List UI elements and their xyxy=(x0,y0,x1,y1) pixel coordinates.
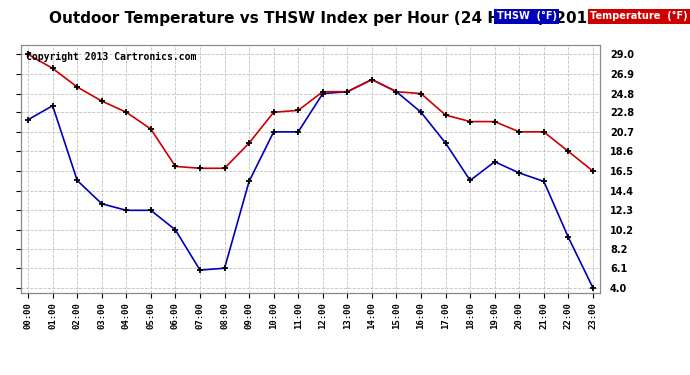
Text: Temperature  (°F): Temperature (°F) xyxy=(590,11,687,21)
Text: THSW  (°F): THSW (°F) xyxy=(497,11,557,21)
Text: Outdoor Temperature vs THSW Index per Hour (24 Hours)  20130215: Outdoor Temperature vs THSW Index per Ho… xyxy=(50,11,640,26)
Text: Copyright 2013 Cartronics.com: Copyright 2013 Cartronics.com xyxy=(26,53,197,63)
